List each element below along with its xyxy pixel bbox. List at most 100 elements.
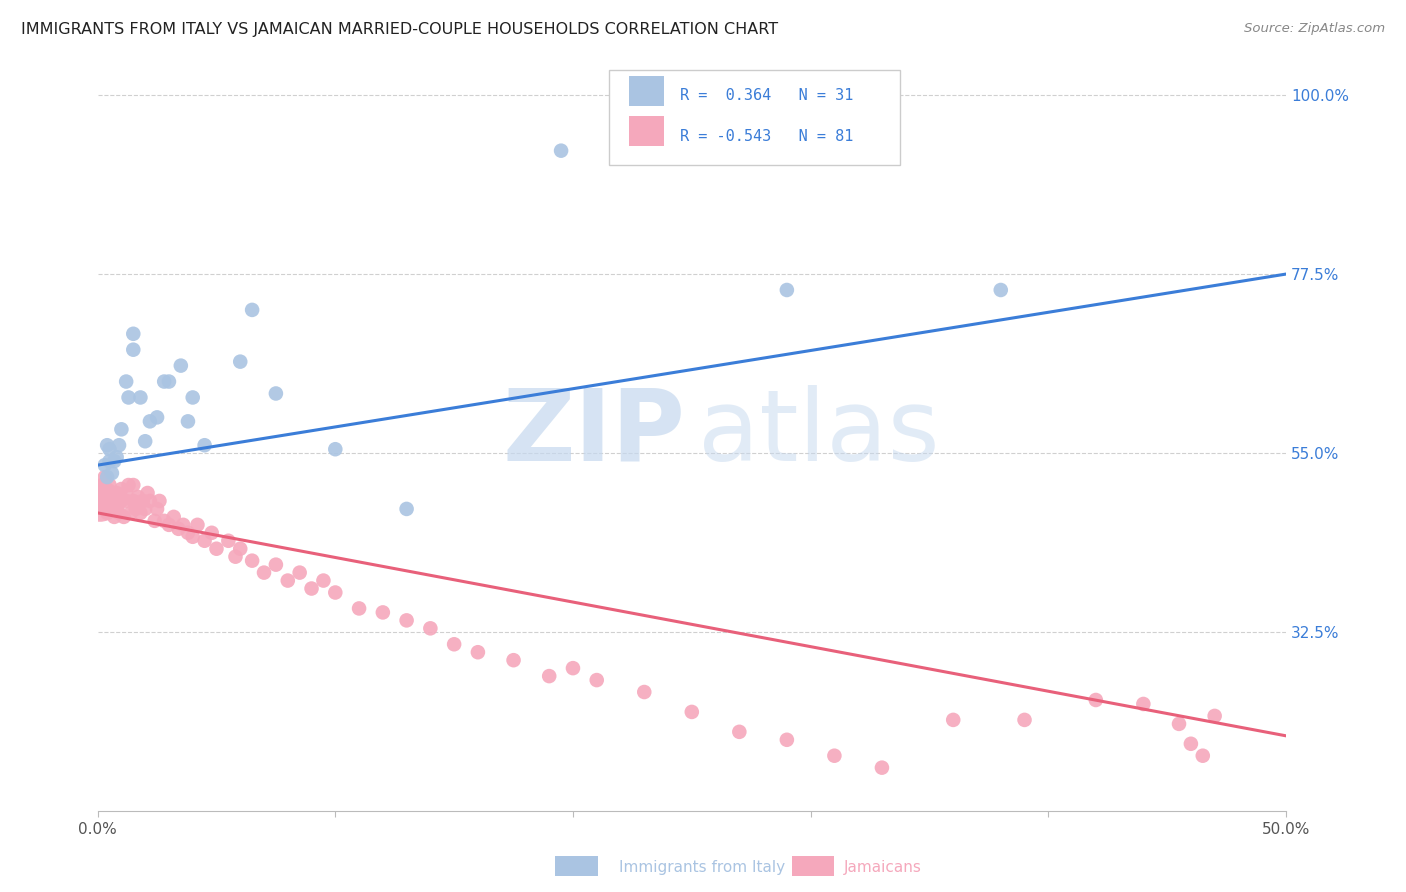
Point <box>122 494 145 508</box>
Point <box>96 438 118 452</box>
Point <box>240 554 263 568</box>
Point <box>94 458 117 472</box>
Point <box>146 502 169 516</box>
Point <box>323 442 346 457</box>
Point <box>132 494 155 508</box>
Point <box>89 494 111 508</box>
Point <box>205 541 228 556</box>
Point <box>117 391 139 405</box>
Point <box>323 585 346 599</box>
Point <box>157 375 180 389</box>
Point <box>110 482 132 496</box>
Point <box>136 486 159 500</box>
Point <box>115 375 138 389</box>
Point <box>277 574 299 588</box>
Point <box>181 391 204 405</box>
Point <box>681 705 703 719</box>
Point <box>312 574 335 588</box>
Point <box>347 601 370 615</box>
Point <box>1168 717 1191 731</box>
Point <box>224 549 246 564</box>
Text: Source: ZipAtlas.com: Source: ZipAtlas.com <box>1244 22 1385 36</box>
Point <box>101 502 124 516</box>
Text: atlas: atlas <box>697 384 939 482</box>
Point <box>112 509 135 524</box>
Point <box>288 566 311 580</box>
Point <box>129 506 152 520</box>
Point <box>163 509 186 524</box>
FancyBboxPatch shape <box>609 70 900 165</box>
Point <box>101 466 124 480</box>
Point <box>134 434 156 449</box>
Point <box>124 502 146 516</box>
Point <box>562 661 585 675</box>
Point <box>91 478 114 492</box>
Point <box>167 522 190 536</box>
Point <box>105 450 128 465</box>
Point <box>103 509 125 524</box>
Point <box>1014 713 1036 727</box>
Point <box>395 613 418 627</box>
Text: IMMIGRANTS FROM ITALY VS JAMAICAN MARRIED-COUPLE HOUSEHOLDS CORRELATION CHART: IMMIGRANTS FROM ITALY VS JAMAICAN MARRIE… <box>21 22 778 37</box>
Point <box>134 502 156 516</box>
Point <box>170 359 193 373</box>
Point <box>550 144 572 158</box>
Point <box>419 621 441 635</box>
Point <box>1132 697 1154 711</box>
Text: R = -0.543   N = 81: R = -0.543 N = 81 <box>681 128 853 144</box>
Point <box>122 343 145 357</box>
Point <box>371 606 394 620</box>
Point <box>110 494 132 508</box>
Point <box>585 673 607 687</box>
Point <box>96 470 118 484</box>
Point <box>94 470 117 484</box>
Point <box>108 506 131 520</box>
Point <box>148 494 170 508</box>
Point <box>172 517 194 532</box>
Point <box>443 637 465 651</box>
Point <box>89 486 111 500</box>
Point <box>139 414 162 428</box>
Point <box>181 530 204 544</box>
FancyBboxPatch shape <box>628 77 665 106</box>
Point <box>201 525 224 540</box>
Point <box>776 732 799 747</box>
Point <box>122 478 145 492</box>
Point <box>98 454 121 468</box>
Point <box>728 724 751 739</box>
Point <box>502 653 524 667</box>
Point <box>94 502 117 516</box>
Point <box>217 533 239 548</box>
Point <box>105 486 128 500</box>
Point <box>153 514 176 528</box>
Point <box>395 502 418 516</box>
Point <box>1204 709 1226 723</box>
FancyBboxPatch shape <box>628 116 665 146</box>
Point <box>264 558 287 572</box>
Point <box>253 566 276 580</box>
Point <box>870 761 893 775</box>
Point <box>153 375 176 389</box>
Point <box>139 494 162 508</box>
Point <box>229 354 252 368</box>
Point <box>105 502 128 516</box>
Point <box>942 713 965 727</box>
Point <box>1180 737 1202 751</box>
Point <box>122 326 145 341</box>
Point <box>96 494 118 508</box>
Point <box>157 517 180 532</box>
Text: R =  0.364   N = 31: R = 0.364 N = 31 <box>681 87 853 103</box>
Point <box>177 525 200 540</box>
Text: Immigrants from Italy: Immigrants from Italy <box>619 860 785 874</box>
Point <box>194 533 217 548</box>
Point <box>101 486 124 500</box>
Point <box>264 386 287 401</box>
Point <box>633 685 655 699</box>
Point <box>186 517 208 532</box>
Point <box>990 283 1012 297</box>
Point <box>467 645 489 659</box>
Point <box>823 748 845 763</box>
Point <box>240 302 263 317</box>
Point <box>776 283 799 297</box>
Point <box>129 391 152 405</box>
